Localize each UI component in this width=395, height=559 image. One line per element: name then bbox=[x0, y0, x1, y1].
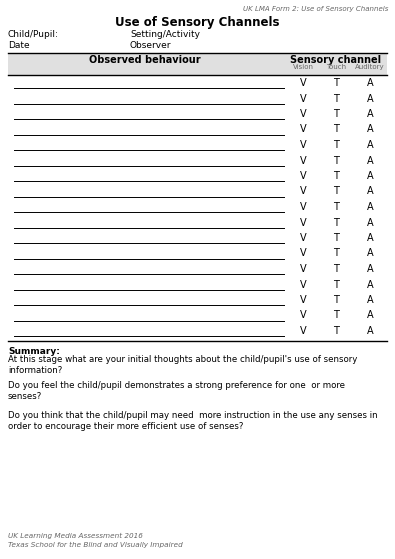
Text: V: V bbox=[300, 202, 306, 212]
Text: Sensory channel: Sensory channel bbox=[290, 55, 382, 65]
Text: T: T bbox=[333, 217, 339, 228]
Text: V: V bbox=[300, 78, 306, 88]
Text: V: V bbox=[300, 125, 306, 135]
Text: UK LMA Form 2: Use of Sensory Channels: UK LMA Form 2: Use of Sensory Channels bbox=[243, 6, 388, 12]
Text: T: T bbox=[333, 155, 339, 165]
Text: V: V bbox=[300, 217, 306, 228]
Text: A: A bbox=[367, 249, 373, 258]
Text: Date: Date bbox=[8, 41, 30, 50]
Text: A: A bbox=[367, 280, 373, 290]
Text: V: V bbox=[300, 171, 306, 181]
Text: Do you feel the child/pupil demonstrates a strong preference for one  or more
se: Do you feel the child/pupil demonstrates… bbox=[8, 381, 345, 401]
Text: Summary:: Summary: bbox=[8, 347, 60, 356]
Text: T: T bbox=[333, 125, 339, 135]
Text: A: A bbox=[367, 155, 373, 165]
Text: Auditory: Auditory bbox=[355, 64, 385, 70]
Text: V: V bbox=[300, 264, 306, 274]
Text: A: A bbox=[367, 171, 373, 181]
Text: T: T bbox=[333, 249, 339, 258]
Text: V: V bbox=[300, 109, 306, 119]
Text: A: A bbox=[367, 125, 373, 135]
Text: Child/Pupil:: Child/Pupil: bbox=[8, 30, 59, 39]
Text: A: A bbox=[367, 326, 373, 336]
Text: A: A bbox=[367, 140, 373, 150]
Text: V: V bbox=[300, 140, 306, 150]
Bar bbox=[8, 53, 387, 75]
Text: V: V bbox=[300, 93, 306, 103]
Text: T: T bbox=[333, 109, 339, 119]
Text: V: V bbox=[300, 326, 306, 336]
Text: Do you think that the child/pupil may need  more instruction in the use any sens: Do you think that the child/pupil may ne… bbox=[8, 411, 378, 431]
Text: At this stage what are your initial thoughts about the child/pupil's use of sens: At this stage what are your initial thou… bbox=[8, 356, 357, 375]
Text: V: V bbox=[300, 249, 306, 258]
Text: A: A bbox=[367, 295, 373, 305]
Text: T: T bbox=[333, 264, 339, 274]
Text: A: A bbox=[367, 109, 373, 119]
Text: T: T bbox=[333, 202, 339, 212]
Text: Use of Sensory Channels: Use of Sensory Channels bbox=[115, 16, 279, 29]
Text: T: T bbox=[333, 78, 339, 88]
Text: A: A bbox=[367, 264, 373, 274]
Text: V: V bbox=[300, 233, 306, 243]
Text: V: V bbox=[300, 280, 306, 290]
Text: Observer: Observer bbox=[130, 41, 171, 50]
Text: Setting/Activity: Setting/Activity bbox=[130, 30, 200, 39]
Text: A: A bbox=[367, 202, 373, 212]
Text: T: T bbox=[333, 295, 339, 305]
Text: A: A bbox=[367, 93, 373, 103]
Text: Texas School for the Blind and Visually Impaired: Texas School for the Blind and Visually … bbox=[8, 542, 183, 548]
Text: T: T bbox=[333, 326, 339, 336]
Text: T: T bbox=[333, 233, 339, 243]
Text: A: A bbox=[367, 217, 373, 228]
Text: T: T bbox=[333, 171, 339, 181]
Text: UK Learning Media Assessment 2016: UK Learning Media Assessment 2016 bbox=[8, 533, 143, 539]
Text: T: T bbox=[333, 93, 339, 103]
Text: T: T bbox=[333, 280, 339, 290]
Text: V: V bbox=[300, 295, 306, 305]
Text: T: T bbox=[333, 140, 339, 150]
Text: Touch: Touch bbox=[326, 64, 346, 70]
Text: Vision: Vision bbox=[293, 64, 314, 70]
Text: V: V bbox=[300, 155, 306, 165]
Text: A: A bbox=[367, 233, 373, 243]
Text: A: A bbox=[367, 78, 373, 88]
Text: T: T bbox=[333, 310, 339, 320]
Text: A: A bbox=[367, 310, 373, 320]
Text: T: T bbox=[333, 187, 339, 197]
Text: V: V bbox=[300, 187, 306, 197]
Text: A: A bbox=[367, 187, 373, 197]
Text: V: V bbox=[300, 310, 306, 320]
Text: Observed behaviour: Observed behaviour bbox=[89, 55, 201, 65]
